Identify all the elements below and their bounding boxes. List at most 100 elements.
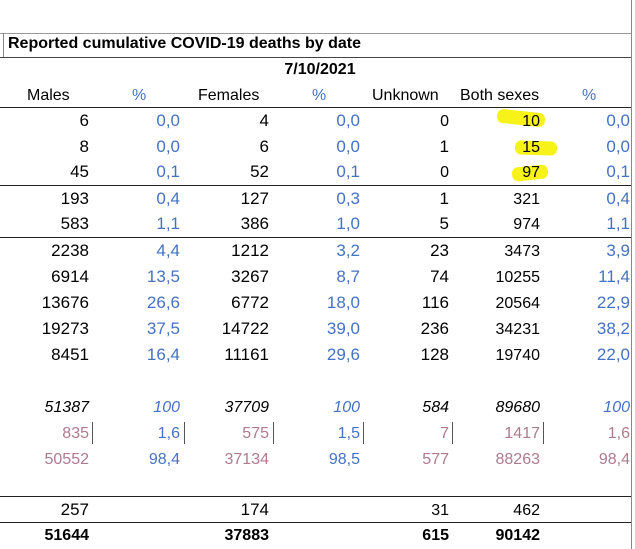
cell-pct-females: 0,3 — [336, 189, 360, 208]
cell-divider — [452, 422, 453, 444]
cell-unknown: 116 — [421, 293, 449, 312]
cell-males: 6 — [79, 111, 89, 130]
cell-males: 6914 — [51, 267, 89, 286]
grid-line-left — [3, 33, 4, 57]
grid-line-top — [0, 33, 631, 34]
cell-females: 37883 — [224, 527, 270, 544]
cell-pct-males: 0,0 — [156, 137, 180, 156]
cell-unknown: 236 — [420, 319, 449, 338]
cell-divider — [92, 422, 93, 444]
cell-pct-both: 1,6 — [607, 425, 630, 442]
grid-line-right — [631, 0, 632, 549]
cell-pct-females: 18,0 — [326, 293, 360, 312]
cell-both-sexes: 974 — [513, 216, 540, 233]
cell-unknown: 128 — [420, 345, 449, 364]
grid-line-total-top — [0, 522, 631, 523]
cell-pct-females: 0,0 — [336, 111, 360, 130]
cell-pct-both: 1,1 — [606, 214, 630, 233]
cell-pct-both: 11,4 — [598, 267, 630, 286]
cell-females: 52 — [250, 162, 269, 181]
cell-unknown: 584 — [422, 399, 449, 416]
cell-pct-females: 1,0 — [336, 214, 360, 233]
cell-both-sexes: 321 — [513, 191, 540, 208]
cell-pct-females: 29,6 — [326, 345, 360, 364]
cell-pct-both: 22,0 — [596, 345, 630, 364]
cell-pct-both: 0,4 — [606, 189, 630, 208]
cell-females: 37709 — [224, 399, 270, 416]
grid-line-group1 — [0, 185, 631, 186]
cell-pct-males: 37,5 — [146, 319, 180, 338]
header-both-sexes: Both sexes — [460, 87, 540, 104]
cell-males: 257 — [60, 500, 89, 519]
grid-line-title-bottom — [0, 57, 631, 58]
header-unknown: Unknown — [372, 87, 439, 104]
cell-males: 8451 — [51, 345, 89, 364]
cell-pct-males: 1,1 — [156, 214, 180, 233]
cell-both-sexes: 89680 — [495, 399, 541, 416]
cell-unknown: 7 — [440, 425, 449, 442]
cell-unknown: 0 — [440, 113, 449, 130]
cell-pct-both: 3,9 — [606, 241, 630, 260]
cell-both-sexes: 10255 — [495, 269, 541, 286]
cell-both-sexes: 97 — [522, 164, 540, 181]
cell-pct-males: 0,1 — [156, 162, 180, 181]
header-pct-males: % — [132, 87, 147, 104]
cell-males: 583 — [60, 214, 89, 233]
cell-males: 51387 — [44, 399, 90, 416]
cell-unknown: 31 — [431, 502, 449, 519]
cell-unknown: 5 — [439, 214, 449, 233]
cell-pct-females: 0,0 — [336, 137, 360, 156]
cell-males: 51644 — [44, 527, 90, 544]
cell-females: 6 — [259, 137, 269, 156]
header-females: Females — [198, 87, 260, 104]
cell-pct-males: 13,5 — [146, 267, 180, 286]
cell-pct-males: 16,4 — [146, 345, 180, 364]
cell-pct-females: 1,5 — [337, 425, 360, 442]
grid-line-group2 — [0, 237, 631, 238]
cell-females: 174 — [240, 500, 269, 519]
cell-pct-both: 100 — [603, 399, 630, 416]
cell-both-sexes: 20564 — [495, 295, 541, 312]
report-date: 7/10/2021 — [284, 61, 356, 78]
cell-pct-males: 0,0 — [156, 111, 180, 130]
cell-males: 2238 — [51, 241, 89, 260]
cell-pct-males: 0,4 — [156, 189, 180, 208]
cell-pct-males: 4,4 — [156, 241, 180, 260]
cell-divider — [363, 422, 364, 444]
grid-line-extra-top — [0, 496, 631, 497]
cell-both-sexes: 462 — [513, 502, 540, 519]
cell-unknown: 615 — [422, 527, 449, 544]
page-title: Reported cumulative COVID-19 deaths by d… — [8, 35, 361, 52]
cell-females: 1212 — [231, 241, 269, 260]
cell-unknown: 1 — [439, 189, 449, 208]
grid-line-header-bottom — [0, 107, 631, 108]
header-pct-both: % — [582, 87, 597, 104]
cell-both-sexes: 15 — [522, 139, 540, 156]
cell-pct-both: 98,4 — [598, 451, 630, 468]
cell-pct-both: 0,0 — [606, 137, 630, 156]
cell-unknown: 1 — [439, 137, 449, 156]
cell-divider — [543, 422, 544, 444]
cell-unknown: 577 — [422, 451, 449, 468]
cell-males: 19273 — [41, 319, 89, 338]
cell-females: 386 — [240, 214, 269, 233]
cell-males: 193 — [60, 189, 89, 208]
cell-pct-females: 0,1 — [336, 162, 360, 181]
cell-males: 8 — [79, 137, 89, 156]
cell-divider — [184, 422, 185, 444]
cell-pct-females: 3,2 — [336, 241, 360, 260]
header-pct-females: % — [312, 87, 327, 104]
cell-pct-both: 0,1 — [606, 162, 630, 181]
cell-pct-males: 1,6 — [157, 425, 180, 442]
cell-males: 45 — [70, 162, 89, 181]
cell-unknown: 0 — [440, 164, 449, 181]
cell-females: 11161 — [224, 345, 269, 364]
cell-females: 127 — [240, 189, 269, 208]
cell-both-sexes: 88263 — [495, 451, 541, 468]
cell-unknown: 74 — [430, 267, 449, 286]
cell-pct-both: 38,2 — [596, 319, 630, 338]
cell-pct-males: 26,6 — [146, 293, 180, 312]
cell-pct-females: 39,0 — [326, 319, 360, 338]
cell-females: 3267 — [231, 267, 269, 286]
cell-males: 50552 — [44, 451, 90, 468]
